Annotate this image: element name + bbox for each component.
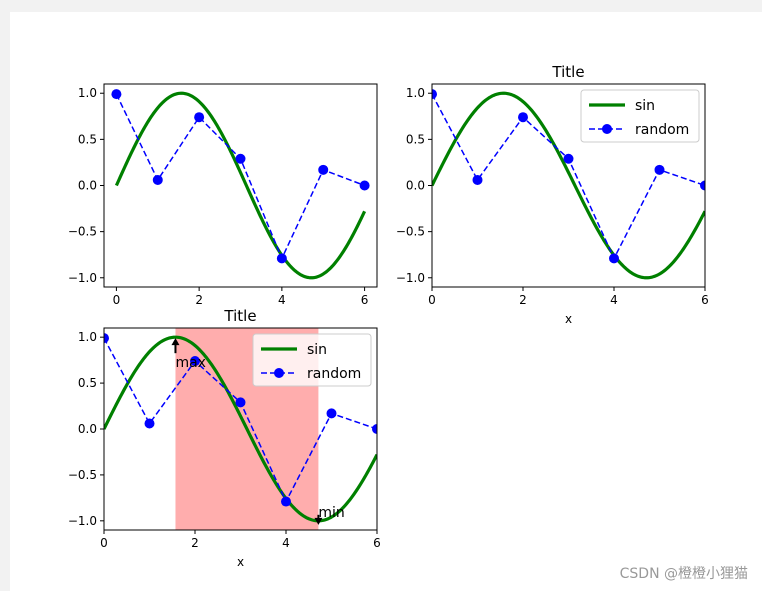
random-point	[326, 408, 337, 419]
subplot-3: 0 2 4 6 1.0 0.5 0.0 −0.5 −1.0 Title x max min sin rand…	[68, 307, 381, 569]
plot-area	[111, 89, 370, 280]
y-tick-label: 0.0	[78, 422, 97, 436]
random-point	[235, 153, 246, 164]
x-tick-label: 4	[610, 293, 618, 307]
random-point	[432, 89, 437, 100]
x-tick-label: 6	[701, 293, 709, 307]
y-tick-label: −1.0	[68, 271, 97, 285]
figure-svg: 0 2 4 61.00.50.0−0.5−1.00 2 4 61.00.50.0−0.5−1…	[68, 63, 709, 569]
random-point	[281, 496, 291, 507]
random-point	[318, 164, 329, 175]
y-tick-label: −0.5	[396, 225, 425, 239]
y-tick-label: 0.5	[406, 132, 425, 146]
random-point	[144, 418, 155, 429]
figure-canvas: 0 2 4 6 1.0 0.5 0.0 −0.5 −1.0 0 2 4 6 1.0 0.5 0.0 −0.5 −1…	[10, 12, 762, 591]
random-point	[609, 253, 619, 264]
random-point	[654, 164, 665, 175]
random-point	[372, 424, 377, 434]
x-tick-label: 4	[282, 536, 290, 550]
y-tick-label: 0.0	[406, 179, 425, 193]
sin-line	[114, 91, 367, 280]
annotation-label: max	[175, 355, 206, 371]
axes-frame	[103, 83, 378, 288]
y-tick-label: 0.5	[78, 132, 97, 146]
y-tick-label: 1.0	[78, 330, 97, 344]
legend-label: sin	[635, 98, 655, 114]
y-tick-label: 0.5	[78, 376, 97, 390]
x-tick-label: 6	[361, 293, 369, 307]
annotation-arrow-head	[171, 338, 180, 346]
random-point	[194, 112, 205, 123]
x-axis-label: x	[565, 312, 572, 326]
subplot-2: 0 2 4 6 1.0 0.5 0.0 −0.5 −1.0 Title x sin random	[396, 63, 709, 326]
x-tick-label: 2	[195, 293, 203, 307]
x-tick-label: 6	[373, 536, 381, 550]
annotation-arrow-head	[314, 517, 323, 525]
y-tick-label: −0.5	[68, 225, 97, 239]
y-tick-label: −0.5	[68, 468, 97, 482]
random-point	[563, 153, 574, 164]
x-tick-label: 2	[519, 293, 527, 307]
legend-label: random	[635, 122, 689, 138]
y-tick-label: −1.0	[68, 514, 97, 528]
y-tick-label: 1.0	[78, 86, 97, 100]
x-tick-label: 0	[100, 536, 108, 550]
legend-label: random	[307, 366, 361, 382]
x-tick-label: 0	[113, 293, 121, 307]
legend-marker-random	[602, 124, 612, 134]
random-point	[472, 174, 483, 185]
watermark: CSDN @橙橙小狸猫	[619, 566, 748, 582]
x-tick-label: 2	[191, 536, 199, 550]
subplot-title: Title	[551, 63, 584, 81]
random-point	[190, 356, 200, 367]
legend-label: sin	[307, 342, 327, 358]
legend: sin random	[580, 89, 700, 143]
random-point	[276, 253, 287, 264]
legend-marker-random	[274, 368, 284, 378]
y-tick-label: 0.0	[78, 179, 97, 193]
x-axis-label: x	[237, 555, 244, 569]
random-point	[111, 89, 122, 100]
random-point	[518, 112, 528, 123]
sin-line	[432, 91, 705, 280]
plot-area	[432, 89, 705, 280]
random-point	[359, 180, 370, 191]
subplot-1: 0 2 4 6 1.0 0.5 0.0 −0.5 −1.0	[68, 83, 378, 307]
random-point	[104, 333, 109, 344]
legend: sin random	[252, 333, 372, 387]
y-tick-label: −1.0	[396, 271, 425, 285]
x-tick-label: 4	[278, 293, 286, 307]
sin-line	[104, 335, 377, 523]
y-tick-label: 1.0	[406, 86, 425, 100]
x-tick-label: 0	[428, 293, 436, 307]
annotation-label: min	[318, 505, 344, 521]
random-point	[152, 174, 163, 185]
random-point	[235, 397, 246, 408]
random-point	[700, 180, 705, 191]
subplot-title: Title	[223, 307, 256, 325]
